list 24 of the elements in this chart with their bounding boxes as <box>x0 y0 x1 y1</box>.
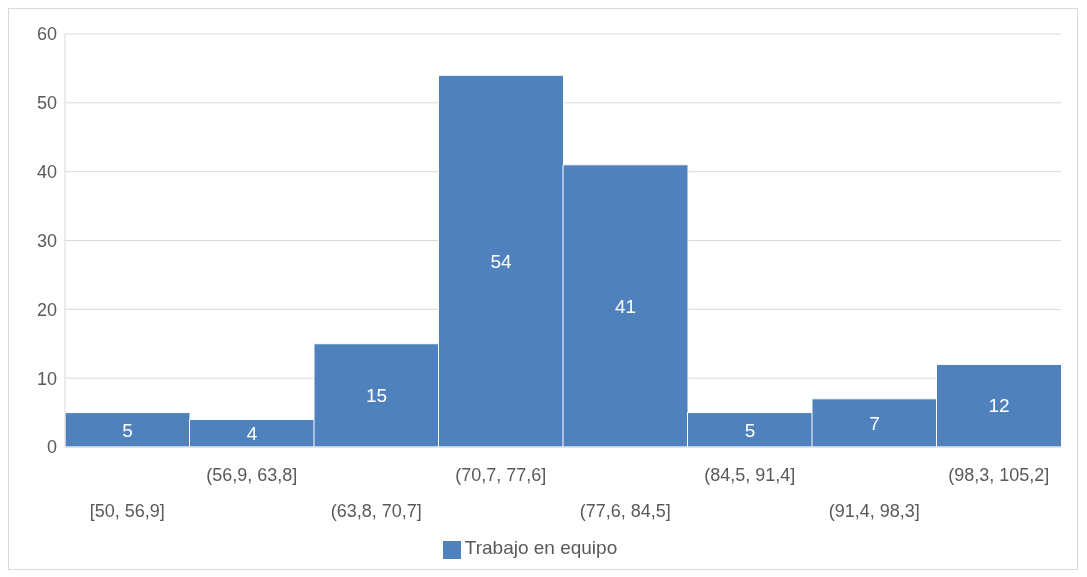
data-label: 15 <box>365 385 388 407</box>
y-tick-label: 40 <box>36 162 57 183</box>
x-tick-label: (63,8, 70,7] <box>330 501 422 521</box>
y-tick-label: 0 <box>46 437 57 458</box>
x-tick-label: (70,7, 77,6] <box>455 465 547 485</box>
data-label: 5 <box>122 419 133 441</box>
x-tick-label: (91,4, 98,3] <box>828 501 920 521</box>
x-tick-label: (84,5, 91,4] <box>704 465 796 485</box>
data-label: 41 <box>614 295 637 317</box>
data-label: 54 <box>490 250 512 272</box>
data-label: 12 <box>988 395 1010 417</box>
y-tick-label: 10 <box>36 368 57 389</box>
y-tick-label: 30 <box>36 230 57 251</box>
data-label: 4 <box>246 422 258 444</box>
y-tick-label: 20 <box>36 299 57 320</box>
x-tick-label: [50, 56,9] <box>89 501 165 521</box>
y-tick-label: 50 <box>36 93 57 114</box>
y-tick-label: 60 <box>36 24 57 45</box>
x-tick-label: (56,9, 63,8] <box>206 465 298 485</box>
x-tick-label: (77,6, 84,5] <box>579 501 671 521</box>
legend-label: Trabajo en equipo <box>464 537 618 558</box>
data-label: 7 <box>869 412 880 434</box>
x-tick-label: (98,3, 105,2] <box>948 465 1050 485</box>
data-label: 5 <box>744 419 756 441</box>
